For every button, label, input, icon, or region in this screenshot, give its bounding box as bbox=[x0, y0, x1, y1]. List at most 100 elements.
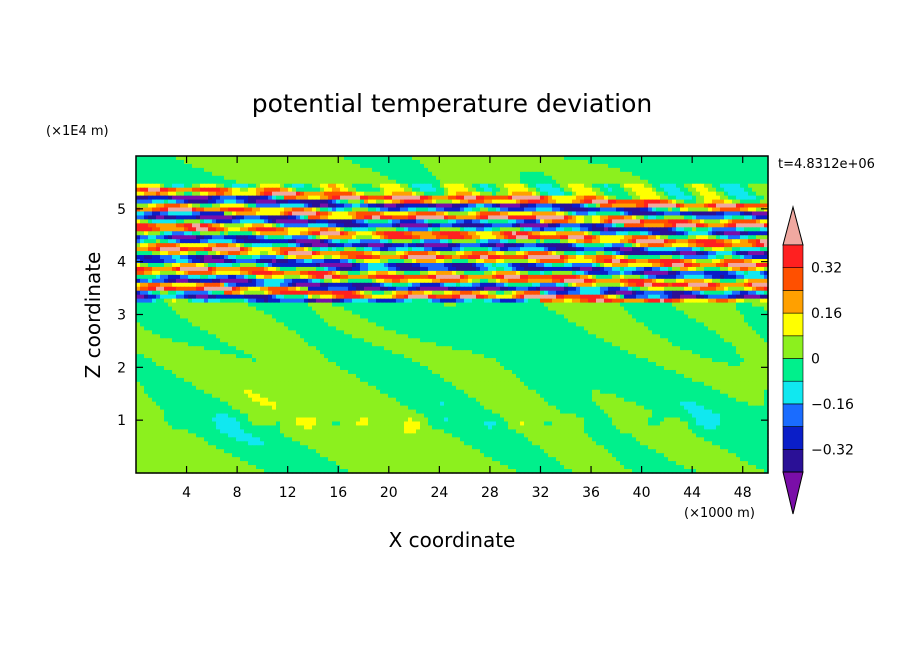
contour-cell bbox=[360, 159, 365, 165]
contour-cell bbox=[316, 231, 321, 236]
contour-cell bbox=[612, 183, 617, 189]
contour-cell bbox=[568, 199, 573, 205]
contour-cell bbox=[612, 259, 617, 264]
contour-cell bbox=[700, 270, 705, 276]
contour-cell bbox=[708, 167, 713, 173]
contour-cell bbox=[688, 207, 693, 213]
contour-cell bbox=[724, 270, 729, 276]
contour-cell bbox=[452, 255, 457, 260]
contour-cell bbox=[696, 211, 701, 217]
contour-cell bbox=[136, 183, 141, 189]
contour-cell bbox=[736, 235, 741, 240]
contour-cell bbox=[744, 187, 749, 193]
contour-cell bbox=[704, 167, 709, 173]
contour-cell bbox=[588, 199, 593, 205]
contour-cell bbox=[172, 199, 177, 205]
contour-cell bbox=[452, 223, 457, 228]
contour-cell bbox=[240, 159, 245, 165]
contour-cell bbox=[156, 255, 161, 260]
contour-cell bbox=[272, 183, 277, 189]
contour-cell bbox=[592, 235, 597, 240]
contour-cell bbox=[484, 211, 489, 217]
contour-cell bbox=[396, 235, 401, 240]
contour-cell bbox=[192, 274, 197, 280]
contour-cell bbox=[708, 215, 713, 220]
contour-cell bbox=[720, 239, 725, 244]
contour-cell bbox=[408, 199, 413, 205]
contour-cell bbox=[316, 223, 321, 228]
contour-cell bbox=[496, 270, 501, 276]
contour-cell bbox=[280, 219, 285, 224]
contour-cell bbox=[600, 255, 605, 260]
contour-cell bbox=[200, 235, 205, 240]
contour-cell bbox=[644, 243, 649, 248]
contour-cell bbox=[588, 187, 593, 193]
contour-cell bbox=[228, 262, 233, 268]
contour-cell bbox=[552, 156, 557, 161]
contour-cell bbox=[636, 195, 641, 201]
contour-cell bbox=[516, 215, 521, 220]
contour-cell bbox=[316, 235, 321, 240]
contour-cell bbox=[240, 167, 245, 173]
contour-cell bbox=[232, 243, 237, 248]
contour-cell bbox=[284, 255, 289, 260]
contour-cell bbox=[760, 251, 765, 256]
contour-cell bbox=[764, 203, 769, 209]
contour-cell bbox=[324, 270, 329, 276]
contour-cell bbox=[432, 183, 437, 189]
contour-cell bbox=[448, 167, 453, 173]
contour-cell bbox=[732, 215, 737, 220]
contour-cell bbox=[564, 156, 569, 161]
contour-cell bbox=[160, 255, 165, 260]
contour-cell bbox=[712, 247, 717, 252]
contour-cell bbox=[160, 191, 165, 197]
contour-cell bbox=[456, 262, 461, 268]
contour-cell bbox=[520, 203, 525, 209]
contour-cell bbox=[320, 231, 325, 236]
contour-cell bbox=[540, 159, 545, 165]
contour-cell bbox=[468, 231, 473, 236]
contour-cell bbox=[176, 211, 181, 217]
contour-cell bbox=[224, 156, 229, 161]
contour-cell bbox=[236, 274, 241, 280]
contour-cell bbox=[596, 163, 601, 169]
contour-cell bbox=[580, 183, 585, 189]
contour-cell bbox=[432, 207, 437, 213]
contour-cell bbox=[476, 219, 481, 224]
contour-cell bbox=[472, 235, 477, 240]
contour-cell bbox=[356, 195, 361, 201]
contour-cell bbox=[584, 259, 589, 264]
contour-cell bbox=[732, 167, 737, 173]
contour-cell bbox=[492, 215, 497, 220]
contour-cell bbox=[764, 262, 769, 268]
contour-cell bbox=[700, 207, 705, 213]
contour-cell bbox=[268, 183, 273, 189]
contour-cell bbox=[252, 262, 257, 268]
contour-cell bbox=[652, 259, 657, 264]
contour-cell bbox=[220, 219, 225, 224]
contour-cell bbox=[348, 239, 353, 244]
contour-cell bbox=[160, 211, 165, 217]
contour-cell bbox=[300, 247, 305, 252]
contour-cell bbox=[344, 278, 349, 284]
contour-cell bbox=[336, 255, 341, 260]
contour-cell bbox=[376, 211, 381, 217]
contour-cell bbox=[304, 262, 309, 268]
contour-cell bbox=[444, 262, 449, 268]
contour-cell bbox=[236, 215, 241, 220]
contour-cell bbox=[232, 187, 237, 193]
contour-cell bbox=[380, 247, 385, 252]
contour-cell bbox=[412, 262, 417, 268]
contour-cell bbox=[352, 163, 357, 169]
contour-cell bbox=[136, 255, 141, 260]
contour-cell bbox=[612, 199, 617, 205]
contour-cell bbox=[136, 231, 141, 236]
contour-cell bbox=[640, 156, 645, 161]
contour-cell bbox=[528, 231, 533, 236]
contour-cell bbox=[532, 215, 537, 220]
contour-cell bbox=[644, 175, 649, 181]
contour-cell bbox=[212, 183, 217, 189]
contour-cell bbox=[756, 243, 761, 248]
contour-cell bbox=[408, 203, 413, 209]
contour-cell bbox=[496, 159, 501, 165]
